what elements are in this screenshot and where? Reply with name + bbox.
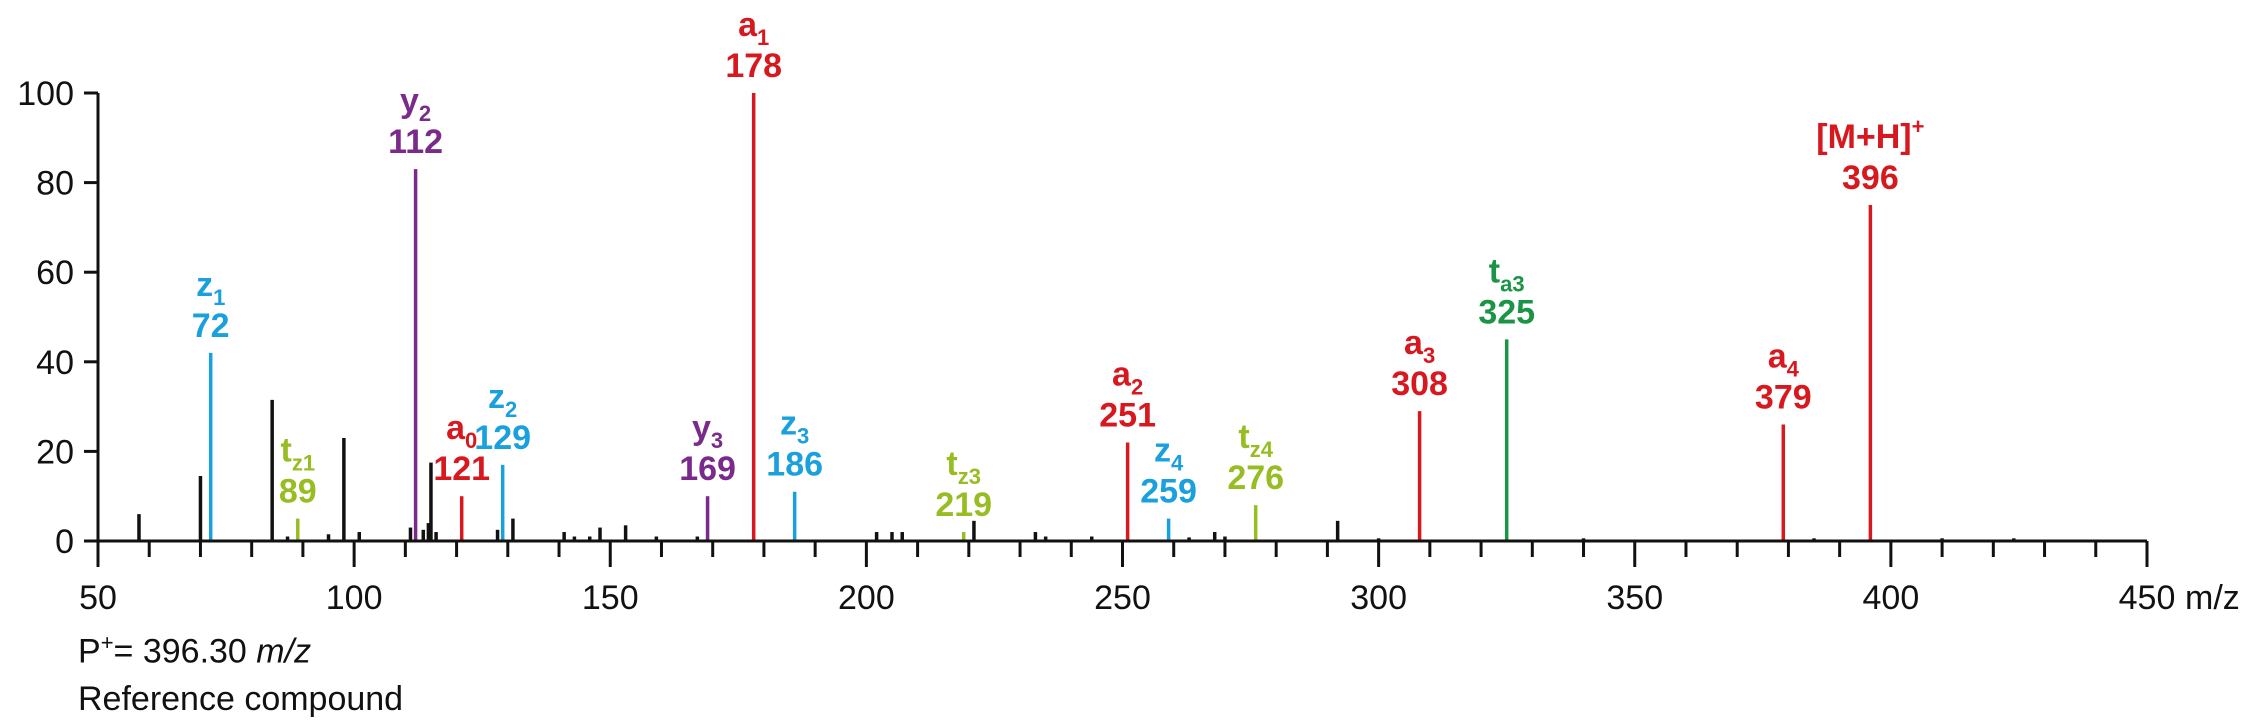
peak-ion-label: a3 (1404, 324, 1435, 368)
precursor-charge: + (100, 630, 114, 655)
peak-ion-label: z4 (1154, 432, 1184, 476)
y-tick-label: 40 (36, 344, 74, 382)
peak-ion-label: y3 (692, 409, 723, 453)
precursor-note: P+= 396.30 m/z (78, 630, 311, 671)
peak-ion-label: ta3 (1489, 252, 1525, 296)
peak-value-label: 169 (679, 450, 736, 488)
unlabeled-peaks (137, 399, 2016, 541)
labeled-peaks (208, 93, 1873, 541)
peak-ion-label: a1 (738, 6, 769, 50)
peak-value-label: 112 (388, 123, 443, 161)
peak-value-label: 308 (1391, 365, 1448, 403)
peak-ion-label: a0 (446, 409, 477, 453)
peak-value-label: 251 (1099, 396, 1156, 434)
peak-ion-label: a4 (1768, 338, 1800, 382)
x-tick-label: 300 (1350, 579, 1407, 617)
peak-ion-label: z2 (488, 378, 517, 422)
peak-value-label: 89 (279, 473, 317, 511)
peak-ion-label: z1 (196, 266, 225, 310)
peak-value-label: 276 (1227, 459, 1284, 497)
x-tick-label: 450 (2119, 579, 2176, 617)
y-tick-label: 20 (36, 433, 74, 471)
x-tick-label: 250 (1094, 579, 1151, 617)
x-tick-label: 100 (326, 579, 383, 617)
y-tick-label: 100 (17, 75, 74, 113)
peak-value-label: 121 (433, 450, 490, 488)
axes: 0 20 40 60 80 100 50 100 150 200 250 300 350 400 450 m/… (17, 75, 2240, 617)
peak-ion-label: [M+H]+ (1816, 114, 1924, 156)
peak-value-label: 259 (1140, 473, 1197, 511)
x-tick-label: 350 (1606, 579, 1663, 617)
x-tick-label: 50 (79, 579, 117, 617)
x-tick-label: 200 (838, 579, 895, 617)
peak-ion-label: tz4 (1238, 418, 1273, 462)
peak-value-label: 379 (1755, 379, 1812, 417)
peak-ion-label: tz1 (280, 432, 315, 476)
peak-value-label: 186 (766, 446, 823, 484)
peak-value-label: 72 (192, 307, 230, 345)
peak-value-label: 219 (935, 486, 992, 524)
x-axis-label: m/z (2185, 579, 2240, 617)
peak-ion-label: a2 (1112, 355, 1143, 399)
precursor-unit: m/z (256, 632, 312, 671)
x-tick-label: 150 (582, 579, 639, 617)
y-tick-label: 60 (36, 254, 74, 292)
y-tick-label: 0 (55, 523, 74, 561)
peak-value-label: 178 (725, 47, 782, 85)
precursor-label: P (78, 632, 101, 671)
y-tick-label: 80 (36, 165, 74, 203)
peak-ion-label: tz3 (946, 445, 981, 489)
peak-ion-label: z3 (780, 405, 809, 449)
compound-note: Reference compound (78, 680, 404, 718)
peak-value-label: 396 (1842, 159, 1899, 197)
x-tick-label: 400 (1863, 579, 1920, 617)
precursor-value: = 396.30 (113, 632, 257, 671)
peak-ion-label: y2 (400, 82, 431, 126)
peak-value-label: 325 (1478, 293, 1535, 331)
peak-value-label: 129 (474, 419, 531, 457)
